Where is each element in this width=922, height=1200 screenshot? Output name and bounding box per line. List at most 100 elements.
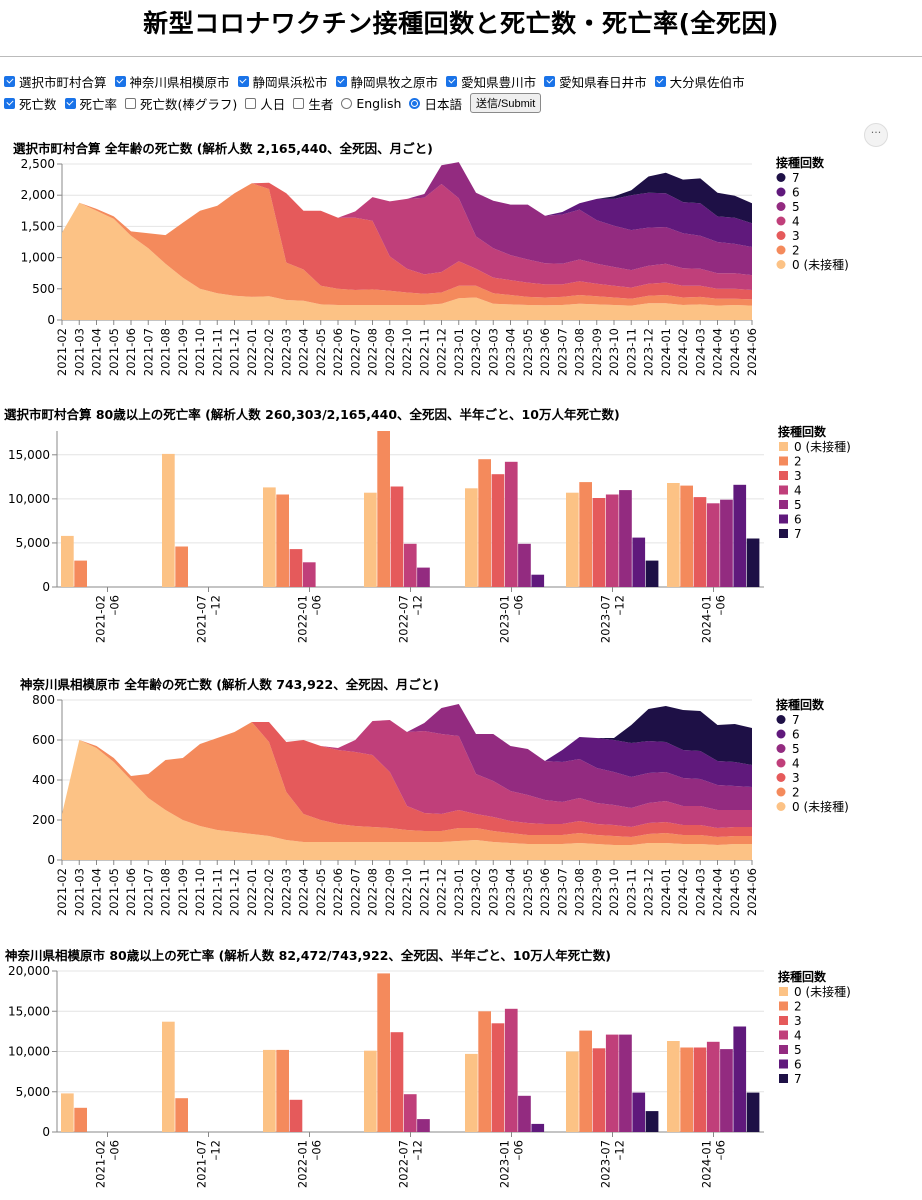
- checkbox-label: 死亡数: [19, 96, 57, 112]
- x-tick-label: 2022-09: [383, 328, 397, 376]
- checkbox-icon[interactable]: [654, 75, 666, 87]
- x-tick-label: 2021-10: [193, 868, 207, 916]
- x-tick-label: 2023-10: [607, 328, 621, 376]
- x-tick-label: 2021-07: [195, 1140, 209, 1188]
- y-tick-label: 0: [42, 580, 50, 594]
- region-checkbox-4[interactable]: 愛知県豊川市: [446, 72, 536, 91]
- bar-4: [504, 1008, 518, 1132]
- x-tick-label: 2022-01: [245, 868, 259, 916]
- submit-button[interactable]: 送信/Submit: [469, 93, 542, 113]
- bar-7: [645, 560, 659, 587]
- bar-2: [377, 973, 390, 1132]
- checkbox-icon[interactable]: [114, 75, 126, 87]
- x-tick-label: 2023-11: [624, 868, 638, 916]
- radio-icon[interactable]: [409, 97, 421, 109]
- radio-icon[interactable]: [341, 97, 353, 109]
- lang-radio-japanese[interactable]: 日本語: [409, 94, 462, 113]
- region-checkbox-1[interactable]: 神奈川県相模原市: [114, 72, 230, 91]
- bar-2: [276, 494, 289, 587]
- x-tick-label: 2021-04: [90, 328, 104, 376]
- checkbox-icon[interactable]: [335, 75, 347, 87]
- lang-radio-english[interactable]: English: [341, 96, 401, 111]
- bar-0: [667, 483, 680, 587]
- checkbox-icon[interactable]: [446, 75, 458, 87]
- region-row: 選択市町村合算 神奈川県相模原市 静岡県浜松市 静岡県牧之原市 愛知県豊川市 愛…: [4, 70, 919, 92]
- x-tick-label: 2022-03: [279, 868, 293, 916]
- x-tick-label: 2023-07: [599, 595, 613, 643]
- x-tick-label: 2021-02: [94, 595, 108, 643]
- checkbox-icon[interactable]: [64, 97, 76, 109]
- bar-5: [619, 1034, 632, 1132]
- legend-swatch: [779, 456, 788, 466]
- bar-3: [592, 498, 606, 587]
- option-checkbox-living[interactable]: 生者: [293, 94, 333, 113]
- area-series-5: [62, 162, 752, 276]
- x-tick-label: –06: [310, 595, 324, 615]
- x-tick-label: 2024-05: [728, 868, 742, 916]
- checkbox-icon[interactable]: [245, 97, 257, 109]
- x-tick-label: 2021-07: [195, 595, 209, 643]
- x-tick-label: 2022-06: [331, 328, 345, 376]
- region-checkbox-3[interactable]: 静岡県牧之原市: [335, 72, 438, 91]
- y-tick-label: 600: [32, 733, 55, 747]
- option-checkbox-rate[interactable]: 死亡率: [64, 94, 117, 113]
- legend-label: 3: [792, 229, 800, 243]
- chart-title: 選択市町村合算 80歳以上の死亡率 (解析人数 260,303/2,165,44…: [4, 407, 620, 422]
- chart-title: 選択市町村合算 全年齢の死亡数 (解析人数 2,165,440、全死因、月ごと): [13, 141, 433, 156]
- bar-0: [263, 1049, 276, 1132]
- x-tick-label: 2024-06: [745, 868, 759, 916]
- x-tick-label: 2021-02: [55, 328, 69, 376]
- x-tick-label: 2023-07: [555, 328, 569, 376]
- x-tick-label: 2021-09: [176, 868, 190, 916]
- more-menu-icon[interactable]: ···: [864, 123, 888, 147]
- option-checkbox-bar[interactable]: 死亡数(棒グラフ): [125, 94, 237, 113]
- checkbox-icon[interactable]: [125, 97, 137, 109]
- legend-label: 4: [794, 484, 802, 498]
- bar-2: [74, 560, 87, 587]
- checkbox-icon[interactable]: [237, 75, 249, 87]
- bar-5: [518, 543, 531, 587]
- region-checkbox-0[interactable]: 選択市町村合算: [4, 72, 107, 91]
- legend-label: 4: [792, 215, 800, 229]
- x-tick-label: –06: [512, 1140, 526, 1160]
- checkbox-icon[interactable]: [4, 75, 15, 87]
- bar-4: [302, 562, 316, 587]
- region-checkbox-2[interactable]: 静岡県浜松市: [237, 72, 328, 91]
- bar-6: [632, 1092, 646, 1132]
- legend-label: 6: [794, 513, 802, 527]
- x-tick-label: 2022-04: [297, 328, 311, 376]
- y-tick-label: 10,000: [8, 1045, 50, 1059]
- y-tick-label: 0: [47, 313, 55, 327]
- x-tick-label: 2023-12: [642, 328, 656, 376]
- chart-bar-total-80plus: 選択市町村合算 80歳以上の死亡率 (解析人数 260,303/2,165,44…: [4, 407, 851, 643]
- bar-2: [579, 482, 592, 587]
- bar-3: [693, 1047, 707, 1132]
- x-tick-label: 2021-06: [124, 328, 138, 376]
- region-checkbox-6[interactable]: 大分県佐伯市: [654, 72, 745, 91]
- checkbox-icon[interactable]: [544, 75, 556, 87]
- area-series-4: [62, 182, 752, 290]
- legend-swatch: [779, 1016, 788, 1025]
- x-tick-label: 2024-01: [700, 1140, 714, 1188]
- bar-7: [746, 1092, 760, 1132]
- bar-6: [531, 574, 545, 587]
- chart-title: 神奈川県相模原市 80歳以上の死亡率 (解析人数 82,472/743,922、…: [5, 948, 611, 963]
- legend-label: 2: [792, 244, 800, 258]
- x-tick-label: –12: [411, 1140, 425, 1160]
- x-tick-label: 2021-11: [210, 868, 224, 916]
- legend-label: 0 (未接種): [792, 257, 849, 272]
- bar-4: [605, 494, 619, 587]
- checkbox-icon[interactable]: [293, 97, 305, 109]
- option-checkbox-person-days[interactable]: 人日: [245, 94, 285, 113]
- legend-swatch: [776, 744, 786, 753]
- area-series-3: [62, 722, 752, 837]
- x-tick-label: 2023-01: [498, 1140, 512, 1188]
- option-checkbox-deaths[interactable]: 死亡数: [4, 94, 57, 113]
- legend-label: 6: [794, 1058, 802, 1072]
- checkbox-icon[interactable]: [4, 97, 15, 109]
- region-checkbox-5[interactable]: 愛知県春日井市: [544, 72, 647, 91]
- legend-label: 5: [794, 1043, 802, 1057]
- x-tick-label: 2023-02: [469, 868, 483, 916]
- checkbox-label: 愛知県春日井市: [559, 74, 647, 90]
- bar-0: [61, 535, 74, 587]
